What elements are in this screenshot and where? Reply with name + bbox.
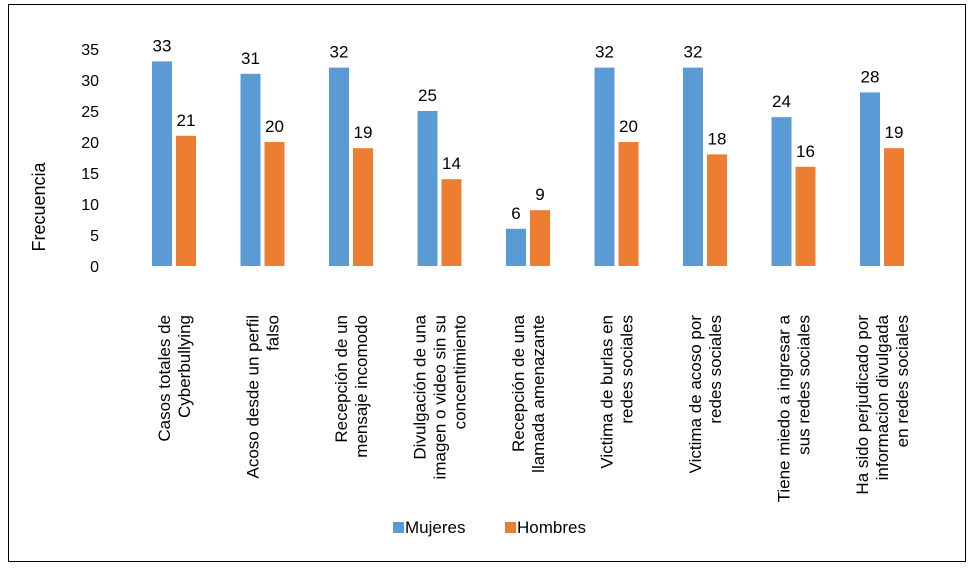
chart-frame: Frecuencia 0 5 10 15 20 25 30 35 33 31 32 25 6 32 32 2… [8, 4, 966, 562]
bar-hombres [707, 154, 727, 266]
y-tick-label: 20 [81, 135, 99, 152]
data-label: 18 [708, 129, 727, 148]
category-label: Ha sido perjudicado por [853, 315, 872, 495]
category-label: concentimiento [451, 315, 470, 429]
category-label: imagen o video sin su [431, 315, 450, 479]
data-label: 33 [153, 36, 172, 55]
category-label: falso [264, 315, 283, 351]
category-label: Divulgación de una [411, 314, 430, 459]
y-tick-label: 10 [81, 197, 99, 214]
data-label: 6 [511, 204, 520, 223]
data-label: 21 [177, 111, 196, 130]
data-label: 19 [885, 123, 904, 142]
y-tick-label: 30 [81, 73, 99, 90]
legend-swatch-hombres [505, 522, 516, 533]
bar-mujeres [329, 67, 349, 266]
legend-label-hombres: Hombres [517, 518, 586, 537]
category-label: redes sociales [618, 315, 637, 424]
data-label: 31 [241, 49, 260, 68]
bar-hombres [176, 135, 196, 266]
bar-hombres [795, 166, 816, 266]
legend-swatch-mujeres [393, 522, 404, 533]
category-label: Casos totales de [155, 315, 174, 442]
bar-mujeres [683, 67, 703, 266]
category-label: sus redes sociales [795, 315, 814, 455]
category-label: Victima de acoso por [686, 315, 705, 474]
category-label: llamada amenazante [529, 315, 548, 473]
bar-mujeres [860, 92, 880, 267]
bar-mujeres [240, 73, 261, 266]
data-label: 32 [595, 43, 614, 62]
data-label: 24 [772, 92, 791, 111]
y-axis-ticks: 0 5 10 15 20 25 30 35 [81, 42, 99, 276]
data-labels: 33 31 32 25 6 32 32 24 28 21 20 19 14 9 20 18 16 19 [153, 36, 904, 222]
category-label: Recepción de un [332, 315, 351, 443]
bar-mujeres [594, 67, 615, 266]
category-label: en redes sociales [893, 315, 912, 447]
bar-hombres [353, 148, 373, 266]
bar-hombres [618, 142, 639, 266]
bar-mujeres [152, 61, 172, 267]
category-label: Recepción de una [509, 314, 528, 452]
data-label: 19 [354, 123, 373, 142]
legend-label-mujeres: Mujeres [405, 518, 465, 537]
bar-hombres [884, 148, 904, 266]
bar-chart: Frecuencia 0 5 10 15 20 25 30 35 33 31 32 25 6 32 32 2… [29, 36, 912, 537]
data-label: 25 [418, 86, 437, 105]
y-axis-label: Frecuencia [29, 161, 49, 251]
bars [152, 61, 904, 267]
category-label: redes sociales [706, 315, 725, 424]
category-labels: Casos totales de Cyberbullying Acoso desde… [155, 314, 912, 502]
data-label: 16 [796, 142, 815, 161]
bar-hombres [441, 179, 462, 266]
data-label: 20 [619, 117, 638, 136]
y-tick-label: 5 [90, 228, 99, 245]
category-label: Tiene miedo a ingresar a [775, 314, 794, 502]
category-label: Victima de burlas en [598, 315, 617, 469]
category-label: Acoso desde un perfil [244, 315, 263, 479]
data-label: 9 [535, 185, 544, 204]
data-label: 28 [861, 67, 880, 86]
data-label: 32 [330, 43, 349, 62]
bar-mujeres [771, 117, 792, 266]
data-label: 20 [265, 117, 284, 136]
data-label: 32 [684, 43, 703, 62]
bar-hombres [264, 142, 285, 266]
legend: Mujeres Hombres [393, 518, 586, 537]
category-label: Cyberbullying [175, 315, 194, 418]
bar-mujeres [506, 228, 526, 266]
category-label: informacion divulgada [873, 314, 892, 480]
category-label: mensaje incomodo [352, 315, 371, 458]
y-tick-label: 0 [90, 259, 99, 276]
y-tick-label: 35 [81, 42, 99, 59]
y-tick-label: 15 [81, 166, 99, 183]
data-label: 14 [442, 154, 461, 173]
bar-mujeres [417, 111, 438, 266]
bar-hombres [530, 210, 550, 266]
y-tick-label: 25 [81, 104, 99, 121]
